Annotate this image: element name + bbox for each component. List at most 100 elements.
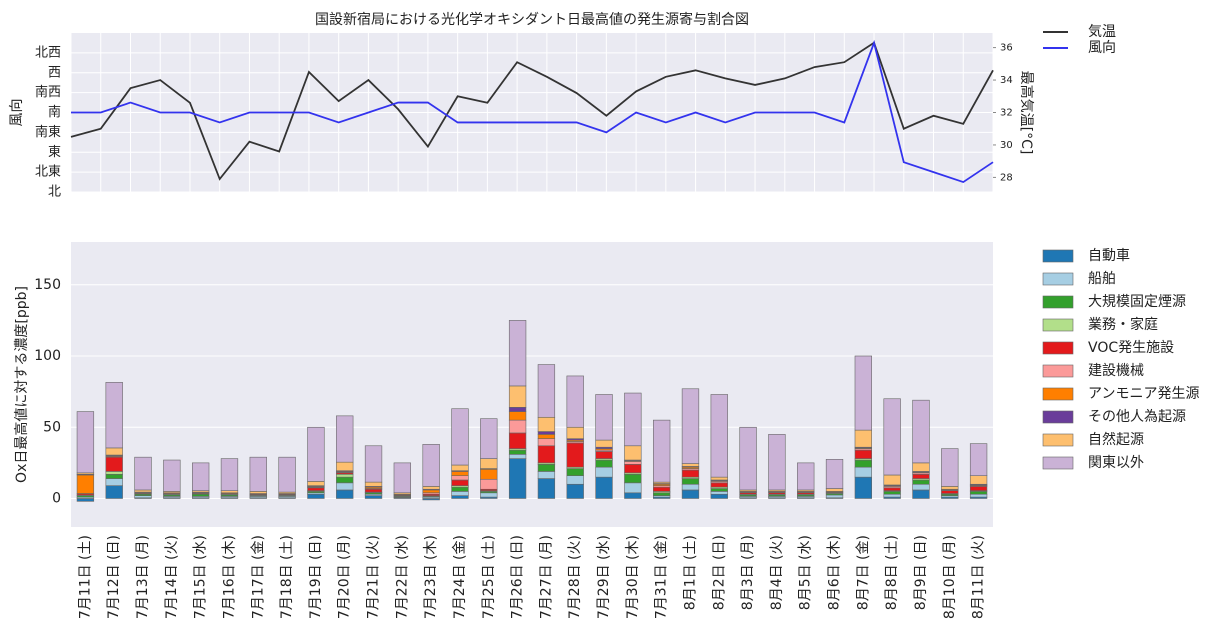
bar-segment xyxy=(249,491,267,494)
bar-segment xyxy=(76,474,95,494)
bar-segment xyxy=(825,488,844,492)
bar-segment xyxy=(480,478,498,490)
bar-segment xyxy=(422,489,440,494)
legend-label: 業務・家庭 xyxy=(1088,316,1158,333)
bar-segment xyxy=(220,490,239,494)
x-tick-label: 8月11日 (火) xyxy=(971,535,987,619)
bar-segment xyxy=(883,493,901,498)
x-tick-label: 8月1日 (土) xyxy=(682,535,698,610)
bar-segment xyxy=(451,486,469,492)
bar-segment xyxy=(422,444,440,487)
bar-segment xyxy=(134,495,152,499)
bar-segment xyxy=(451,495,469,499)
y-tick-label: 0 xyxy=(52,491,61,507)
bar-segment xyxy=(451,491,469,496)
bar-segment xyxy=(537,463,556,472)
bar-segment xyxy=(105,471,123,475)
y2-tick-label: 28 xyxy=(1000,172,1013,183)
bar-segment xyxy=(681,469,700,478)
bar-segment xyxy=(105,485,123,499)
bar-segment xyxy=(710,394,728,478)
bar-segment xyxy=(912,399,930,464)
bar-segment xyxy=(336,415,354,463)
bar-segment xyxy=(854,466,872,478)
x-tick-label: 7月14日 (火) xyxy=(164,535,180,619)
bar-segment xyxy=(710,476,728,481)
bar-segment xyxy=(76,498,95,502)
bar-segment xyxy=(249,456,267,492)
x-tick-label: 8月10日 (月) xyxy=(942,535,958,619)
bar-segment xyxy=(969,475,988,485)
bar-segment xyxy=(566,426,584,439)
bar-segment xyxy=(566,375,584,428)
bar-segment xyxy=(595,451,613,459)
y-tick-label: 西 xyxy=(48,65,61,80)
bar-segment xyxy=(681,478,700,485)
y-tick-label: 北西 xyxy=(35,45,61,60)
bar-segment xyxy=(364,488,383,493)
bar-segment xyxy=(364,495,383,499)
legend-label: アンモニア発生源 xyxy=(1088,386,1199,402)
bar-segment xyxy=(595,466,613,478)
bar-segment xyxy=(537,478,556,499)
bar-segment xyxy=(969,493,988,498)
bar-segment xyxy=(508,449,527,455)
x-tick-label: 7月21日 (火) xyxy=(366,535,382,619)
bar-segment xyxy=(768,434,786,491)
bar-segment xyxy=(595,394,613,441)
x-tick-label: 8月7日 (金) xyxy=(855,535,871,610)
bar-segment xyxy=(393,462,411,494)
bar-segment xyxy=(508,454,527,459)
bar-segment xyxy=(192,462,210,491)
bar-segment xyxy=(883,474,901,486)
bar-segment xyxy=(537,434,556,439)
bar-segment xyxy=(508,320,527,387)
legend-label: 自然起源 xyxy=(1088,431,1144,448)
y-tick-label: 150 xyxy=(34,277,61,293)
x-tick-label: 7月25日 (土) xyxy=(481,535,497,619)
legend-swatch xyxy=(1042,295,1074,309)
bar-segment xyxy=(307,481,325,486)
bar-segment xyxy=(451,475,469,481)
bar-segment xyxy=(710,491,728,495)
bar-segment xyxy=(364,481,383,487)
y-tick-label: 東 xyxy=(48,144,61,160)
bar-segment xyxy=(624,482,642,494)
bar-segment xyxy=(336,461,354,472)
bar-segment xyxy=(941,486,959,490)
bar-segment xyxy=(451,408,469,466)
bar-segment xyxy=(422,486,440,490)
bar-segment xyxy=(912,462,930,472)
bar-segment xyxy=(537,364,556,418)
legend-label: 風向 xyxy=(1088,40,1116,56)
x-tick-label: 8月6日 (木) xyxy=(827,535,843,610)
bar-segment xyxy=(508,419,527,434)
x-tick-label: 8月4日 (火) xyxy=(769,535,785,610)
bar-segment xyxy=(681,489,700,499)
bar-segment xyxy=(797,462,815,491)
x-tick-label: 7月28日 (火) xyxy=(567,535,583,619)
bar-segment xyxy=(480,492,498,498)
bar-segment xyxy=(624,473,642,484)
legend-swatch xyxy=(1042,410,1074,424)
bar-segment xyxy=(451,464,469,472)
legend-label: 関東以外 xyxy=(1088,455,1144,471)
x-tick-label: 7月27日 (月) xyxy=(538,535,554,619)
x-tick-label: 7月18日 (土) xyxy=(279,535,295,619)
bar-segment xyxy=(566,483,584,499)
x-tick-label: 7月17日 (金) xyxy=(250,535,266,619)
bar-segment xyxy=(624,492,642,499)
x-tick-label: 7月23日 (木) xyxy=(423,535,439,619)
legend-swatch xyxy=(1042,318,1074,332)
legend-swatch xyxy=(1042,456,1074,470)
bar-segment xyxy=(278,456,296,493)
bar-segment xyxy=(825,494,844,499)
x-tick-label: 8月3日 (月) xyxy=(740,535,756,610)
x-tick-label: 7月29日 (水) xyxy=(596,535,612,619)
line-series xyxy=(70,41,994,181)
bar-segment xyxy=(451,479,469,486)
bar-segment xyxy=(854,449,872,459)
bar-segment xyxy=(220,458,239,491)
y-tick-label: 南西 xyxy=(35,84,61,100)
legend-swatch xyxy=(1042,387,1074,401)
